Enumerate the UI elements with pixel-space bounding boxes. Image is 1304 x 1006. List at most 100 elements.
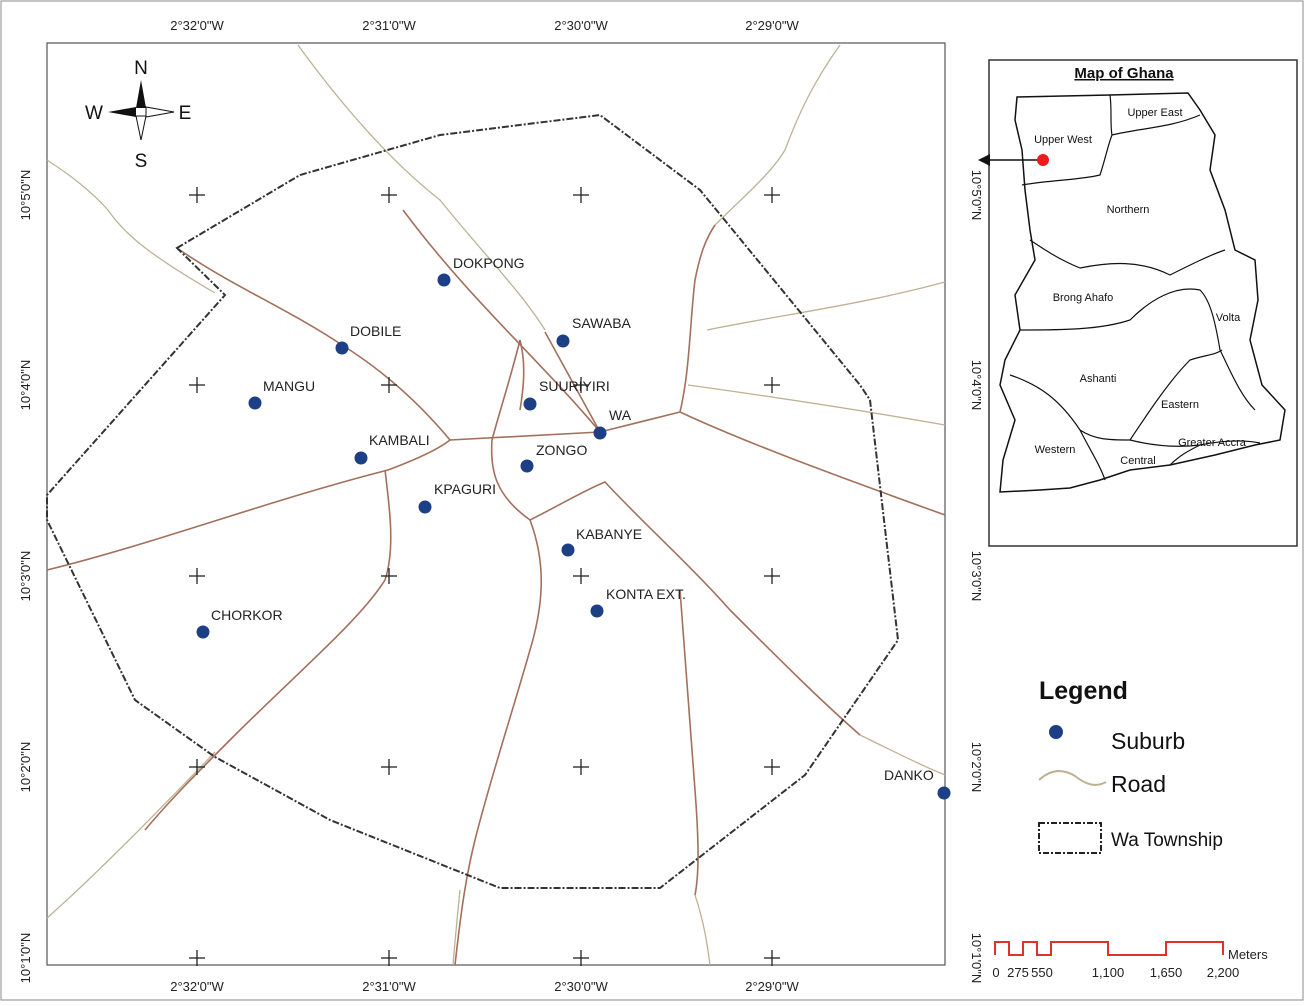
road-main: [679, 411, 946, 516]
legend: Legend Suburb Road Wa Township: [1038, 677, 1223, 854]
region-boundary: [1079, 429, 1106, 481]
longitude-label-bottom: 2°29'0"W: [745, 979, 799, 994]
road-main: [529, 481, 861, 736]
suburb-dot-icon: [196, 625, 210, 639]
road-main: [454, 339, 543, 966]
legend-title: Legend: [1039, 677, 1128, 705]
region-label: Northern: [1107, 204, 1150, 216]
latitude-label-left: 10°1'0"N: [18, 933, 33, 984]
longitude-label-top: 2°30'0"W: [554, 18, 608, 33]
road-main: [544, 331, 601, 433]
road-minor: [297, 44, 546, 331]
main-map-frame: [46, 42, 946, 966]
road-minor: [687, 384, 946, 426]
road-minor: [452, 889, 461, 966]
scale-tick: 1,100: [1092, 965, 1125, 980]
region-boundary: [1109, 94, 1201, 136]
road-main: [519, 339, 525, 411]
suburb-label: SUURIYIRI: [539, 378, 610, 394]
road-minor: [714, 44, 841, 226]
wa-township-boundary: [46, 113, 900, 889]
north-arrow-pointer-icon: [136, 80, 146, 108]
region-label: Brong Ahafo: [1053, 292, 1114, 304]
longitude-label-bottom: 2°30'0"W: [554, 979, 608, 994]
graticule-crosses: [189, 187, 780, 966]
region-boundary: [1029, 239, 1226, 276]
suburb-dot-icon: [1049, 725, 1063, 739]
road-line-icon: [1038, 770, 1107, 786]
latitude-label-left: 10°2'0"N: [18, 742, 33, 793]
scale-bar: Meters 0 275 550 1,100 1,650 2,200: [992, 941, 1268, 980]
region-label: Ashanti: [1080, 373, 1117, 385]
suburb-label: KAMBALI: [369, 432, 430, 448]
east-arrow-pointer-icon: [145, 106, 175, 118]
suburb-label: KPAGURI: [434, 481, 496, 497]
location-arrow-icon: [978, 154, 990, 166]
region-boundary: [1219, 349, 1256, 411]
suburb-label: DOBILE: [350, 323, 401, 339]
coordinate-labels: 2°32'0"W 2°31'0"W 2°30'0"W 2°29'0"W 2°32'0"W…: [18, 18, 984, 994]
scale-tick: 1,650: [1150, 965, 1183, 980]
suburb-label: DOKPONG: [453, 255, 525, 271]
region-boundary: [1021, 134, 1113, 186]
road-minor: [46, 751, 216, 919]
suburb-label: DANKO: [884, 767, 934, 783]
latitude-label-left: 10°5'0"N: [18, 170, 33, 221]
suburb-label: ZONGO: [536, 442, 587, 458]
region-label: Western: [1035, 444, 1076, 456]
longitude-label-top: 2°32'0"W: [170, 18, 224, 33]
suburb-dot-icon: [520, 459, 534, 473]
scale-tick: 2,200: [1207, 965, 1240, 980]
latitude-label-left: 10°4'0"N: [18, 360, 33, 411]
region-label: Central: [1120, 455, 1155, 467]
minor-roads: [46, 44, 946, 966]
suburb-layer: DOKPONG DOBILE SAWABA MANGU SUURIYIRI WA KAMBA…: [196, 255, 951, 800]
region-label: Upper East: [1127, 107, 1182, 119]
longitude-label-bottom: 2°31'0"W: [362, 979, 416, 994]
suburb-dot-icon: [590, 604, 604, 618]
region-label: Greater Accra: [1178, 437, 1247, 449]
suburb-label: KONTA EXT.: [606, 586, 686, 602]
suburb-dot-icon: [335, 341, 349, 355]
region-boundary: [1019, 288, 1221, 351]
suburb-dot-icon: [593, 426, 607, 440]
suburb-dot-icon: [561, 543, 575, 557]
ghana-region-boundaries: [1009, 94, 1261, 481]
scale-tick: 550: [1031, 965, 1053, 980]
road-main: [144, 469, 392, 831]
ghana-outline: [999, 92, 1286, 493]
legend-label-road: Road: [1111, 771, 1166, 797]
suburb-label: SAWABA: [572, 315, 632, 331]
latitude-label-right: 10°3'0"N: [969, 551, 984, 602]
scale-bar-segments: [994, 941, 1224, 956]
region-label: Upper West: [1034, 134, 1092, 146]
legend-label-suburb: Suburb: [1111, 728, 1185, 754]
suburb-dot-icon: [556, 334, 570, 348]
road-minor: [859, 734, 946, 776]
west-label: W: [85, 103, 103, 124]
south-arrow-pointer-icon: [135, 115, 147, 141]
road-minor: [46, 159, 216, 294]
scale-ticks: 0 275 550 1,100 1,650 2,200: [992, 965, 1239, 980]
longitude-label-bottom: 2°32'0"W: [170, 979, 224, 994]
suburb-dot-icon: [437, 273, 451, 287]
suburb-dot-icon: [937, 786, 951, 800]
east-label: E: [179, 103, 192, 124]
region-label: Volta: [1216, 312, 1241, 324]
south-label: S: [135, 151, 148, 172]
study-area-marker-icon: [1037, 154, 1049, 166]
region-boundary: [1169, 444, 1201, 466]
suburb-dot-icon: [523, 397, 537, 411]
latitude-label-right: 10°2'0"N: [969, 742, 984, 793]
longitude-label-top: 2°31'0"W: [362, 18, 416, 33]
township-boundary-icon: [1038, 822, 1102, 854]
road-minor: [694, 894, 711, 966]
suburb-label: KABANYE: [576, 526, 642, 542]
suburb-dot-icon: [248, 396, 262, 410]
north-arrow: N S W E: [85, 58, 191, 172]
north-label: N: [134, 58, 148, 79]
legend-label-township: Wa Township: [1111, 830, 1223, 851]
inset-title: Map of Ghana: [1074, 65, 1174, 82]
